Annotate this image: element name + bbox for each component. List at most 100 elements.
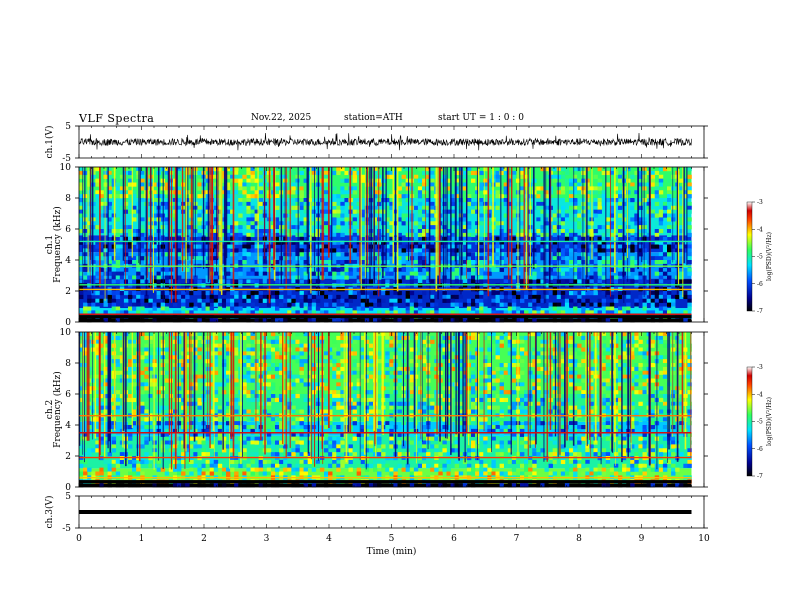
- psd-cell: [299, 471, 304, 476]
- psd-cell: [556, 267, 562, 272]
- psd-cell: [95, 194, 100, 199]
- psd-cell: [115, 459, 121, 465]
- psd-cell: [254, 421, 259, 426]
- psd-cell: [597, 318, 602, 323]
- psd-cell: [650, 310, 656, 315]
- psd-cell: [189, 428, 194, 434]
- psd-cell: [177, 294, 182, 300]
- psd-cell: [307, 339, 313, 344]
- psd-cell: [123, 275, 129, 280]
- psd-cell: [152, 463, 157, 468]
- psd-cell: [242, 386, 247, 391]
- psd-cell: [417, 209, 423, 214]
- psd-cell: [226, 306, 231, 311]
- psd-cell: [148, 339, 153, 344]
- psd-cell: [450, 294, 455, 300]
- psd-cell: [458, 298, 464, 303]
- psd-cell: [344, 194, 349, 199]
- psd-cell: [311, 256, 317, 261]
- psd-cell: [446, 260, 451, 265]
- psd-cell: [144, 417, 149, 422]
- psd-cell: [103, 440, 108, 445]
- psd-cell: [295, 378, 300, 383]
- psd-cell: [283, 343, 288, 348]
- psd-cell: [242, 483, 247, 488]
- psd-cell: [556, 294, 562, 300]
- psd-cell: [144, 374, 149, 379]
- psd-cell: [336, 425, 341, 430]
- psd-cell: [79, 182, 84, 187]
- psd-cell: [213, 366, 219, 372]
- psd-cell: [552, 178, 558, 183]
- psd-cell: [454, 318, 460, 323]
- psd-cell: [230, 291, 235, 296]
- psd-cell: [148, 425, 153, 430]
- psd-cell: [270, 483, 276, 488]
- psd-cell: [642, 294, 647, 300]
- psd-cell: [164, 232, 170, 238]
- psd-cell: [450, 232, 455, 238]
- psd-cell: [560, 229, 566, 234]
- psd-cell: [548, 267, 553, 272]
- psd-cell: [417, 244, 423, 249]
- psd-cell: [197, 236, 202, 241]
- psd-cell: [83, 343, 88, 348]
- psd-cell: [303, 209, 308, 214]
- psd-cell: [128, 452, 133, 457]
- psd-cell: [654, 279, 660, 284]
- psd-cell: [107, 459, 112, 465]
- psd-cell: [654, 298, 660, 303]
- psd-cell: [679, 190, 684, 195]
- psd-cell: [291, 339, 296, 344]
- psd-cell: [234, 294, 239, 300]
- psd-cell: [230, 421, 235, 426]
- psd-cell: [303, 397, 308, 403]
- psd-cell: [426, 267, 431, 272]
- psd-cell: [119, 359, 125, 364]
- psd-cell: [287, 170, 292, 176]
- psd-cell: [573, 236, 578, 241]
- psd-cell: [397, 178, 402, 183]
- psd-cell: [658, 267, 664, 272]
- psd-cell: [466, 221, 472, 226]
- psd-cell: [605, 318, 611, 323]
- psd-cell: [234, 310, 239, 315]
- psd-cell: [291, 394, 296, 399]
- psd-cell: [654, 221, 660, 226]
- psd-cell: [197, 471, 202, 476]
- psd-cell: [311, 167, 317, 172]
- psd-cell: [164, 332, 170, 337]
- psd-cell: [111, 425, 117, 430]
- psd-cell: [164, 471, 170, 476]
- psd-cell: [287, 355, 292, 360]
- psd-cell: [332, 194, 337, 199]
- psd-cell: [91, 302, 96, 307]
- psd-cell: [593, 174, 598, 179]
- psd-cell: [132, 190, 137, 195]
- psd-cell: [642, 306, 647, 311]
- psd-cell: [299, 194, 304, 199]
- psd-cell: [609, 167, 615, 172]
- psd-cell: [254, 194, 259, 199]
- psd-cell: [352, 374, 357, 379]
- psd-cell: [79, 483, 84, 488]
- psd-cell: [95, 378, 100, 383]
- psd-cell: [197, 229, 202, 234]
- psd-cell: [103, 409, 108, 414]
- psd-cell: [79, 332, 84, 337]
- psd-cell: [679, 221, 684, 226]
- psd-cell: [226, 374, 231, 379]
- psd-cell: [556, 252, 562, 257]
- psd-cell: [193, 401, 198, 406]
- psd-cell: [230, 390, 235, 395]
- psd-cell: [230, 252, 235, 257]
- psd-cell: [254, 359, 259, 364]
- psd-cell: [132, 366, 137, 372]
- psd-cell: [328, 225, 333, 230]
- psd-cell: [524, 310, 529, 315]
- psd-cell: [95, 267, 100, 272]
- psd-cell: [650, 209, 656, 214]
- psd-cell: [360, 318, 366, 323]
- psd-cell: [185, 170, 190, 176]
- psd-cell: [242, 256, 247, 261]
